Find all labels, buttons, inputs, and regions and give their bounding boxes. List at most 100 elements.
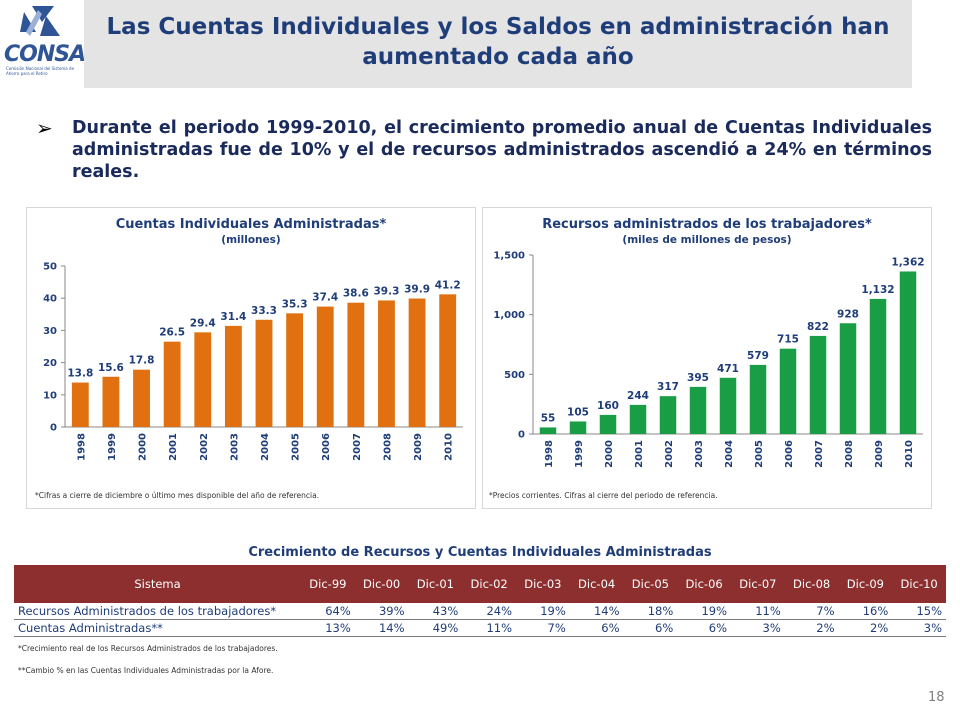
table-cell: 15% xyxy=(892,603,946,620)
column-header: Dic-03 xyxy=(516,565,570,603)
summary-bullet: Durante el periodo 1999-2010, el crecimi… xyxy=(72,118,932,182)
x-tick-label: 2009 xyxy=(874,440,885,468)
column-header: Dic-99 xyxy=(301,565,355,603)
table-cell: 18% xyxy=(623,603,678,620)
x-tick-label: 2007 xyxy=(814,440,825,468)
data-label: 17.8 xyxy=(129,355,155,367)
table-cell: 64% xyxy=(301,603,355,620)
x-tick-label: 2002 xyxy=(199,433,210,461)
data-label: 39.9 xyxy=(404,284,430,296)
bar-2002 xyxy=(659,396,677,434)
bar-2010 xyxy=(439,294,457,427)
table-cell: 7% xyxy=(784,603,839,620)
y-tick-label: 30 xyxy=(43,326,57,337)
table-cell: 24% xyxy=(462,603,516,620)
y-tick-label: 1,000 xyxy=(493,310,525,321)
data-label: 244 xyxy=(627,390,649,402)
table-note-1: *Crecimiento real de los Recursos Admini… xyxy=(18,644,278,653)
y-tick-label: 500 xyxy=(504,370,525,381)
data-label: 29.4 xyxy=(190,317,216,329)
data-label: 822 xyxy=(807,321,829,333)
table-cell: 39% xyxy=(354,603,409,620)
row-label: Recursos Administrados de los trabajador… xyxy=(14,603,301,620)
data-label: 928 xyxy=(837,308,859,320)
chart-note: *Precios corrientes. Cifras al cierre de… xyxy=(489,491,718,500)
table-cell: 2% xyxy=(838,619,893,637)
bar-2010 xyxy=(899,271,917,434)
table-row: Recursos Administrados de los trabajador… xyxy=(14,603,946,620)
bar-2007 xyxy=(809,335,827,434)
page-title-line2: aumentado cada año xyxy=(362,44,634,70)
bar-2006 xyxy=(316,306,334,427)
bullet-arrow-icon: ➢ xyxy=(36,116,53,140)
x-tick-label: 2004 xyxy=(260,433,271,461)
bar-2003 xyxy=(224,325,242,427)
bar-2009 xyxy=(408,298,426,427)
table-cell: 43% xyxy=(408,603,463,620)
table-note-2: **Cambio % en las Cuentas Individuales A… xyxy=(18,666,274,675)
data-label: 15.6 xyxy=(98,362,124,374)
bar-2001 xyxy=(163,341,181,427)
data-label: 39.3 xyxy=(374,285,400,297)
table-cell: 16% xyxy=(838,603,893,620)
table-cell: 3% xyxy=(892,619,946,637)
table-cell: 14% xyxy=(569,603,624,620)
data-label: 31.4 xyxy=(220,311,246,323)
x-tick-label: 1998 xyxy=(544,440,555,468)
column-header: Dic-02 xyxy=(462,565,516,603)
bar-1999 xyxy=(102,376,120,427)
y-tick-label: 10 xyxy=(43,390,57,401)
data-label: 35.3 xyxy=(282,298,308,310)
chart-subtitle: (millones) xyxy=(221,234,280,246)
data-label: 105 xyxy=(567,406,589,418)
table-cell: 11% xyxy=(731,603,785,620)
chart-cuentas: Cuentas Individuales Administradas* (mil… xyxy=(35,217,463,500)
chart-panel-recursos: Recursos administrados de los trabajador… xyxy=(482,207,932,509)
column-header: Dic-07 xyxy=(731,565,785,603)
y-tick-label: 0 xyxy=(50,423,57,434)
x-tick-label: 1999 xyxy=(574,440,585,468)
x-tick-label: 2000 xyxy=(604,440,615,468)
bar-2000 xyxy=(133,369,150,427)
column-header: Dic-09 xyxy=(838,565,893,603)
x-tick-label: 2010 xyxy=(444,433,455,461)
data-label: 13.8 xyxy=(67,368,93,380)
bar-2004 xyxy=(255,319,273,427)
table-header-row: Sistema Dic-99 Dic-00 Dic-01 Dic-02 Dic-03 Di… xyxy=(14,565,946,603)
bar-1998 xyxy=(71,382,89,427)
data-label: 41.2 xyxy=(435,279,461,291)
x-tick-label: 2009 xyxy=(413,433,424,461)
y-tick-label: 20 xyxy=(43,358,57,369)
table-cell: 7% xyxy=(516,619,570,637)
data-label: 317 xyxy=(657,381,679,393)
column-header: Dic-00 xyxy=(354,565,409,603)
header-sistema: Sistema xyxy=(14,565,301,603)
data-label: 160 xyxy=(597,400,619,412)
data-label: 33.3 xyxy=(251,305,277,317)
table-cell: 3% xyxy=(731,619,785,637)
data-label: 37.4 xyxy=(312,292,338,304)
page-title: Las Cuentas Individuales y los Saldos en… xyxy=(84,12,912,72)
bar-2004 xyxy=(719,377,737,434)
bar-2007 xyxy=(347,302,365,427)
chart-recursos: Recursos administrados de los trabajador… xyxy=(489,217,925,500)
table-cell: 6% xyxy=(677,619,731,637)
chart-subtitle: (miles de millones de pesos) xyxy=(622,234,791,246)
x-tick-label: 2002 xyxy=(664,440,675,468)
page-title-line1: Las Cuentas Individuales y los Saldos en… xyxy=(106,14,890,40)
x-tick-label: 2004 xyxy=(724,440,735,468)
x-tick-label: 2001 xyxy=(168,433,179,461)
bar-2005 xyxy=(286,313,304,427)
bar-2008 xyxy=(839,323,857,434)
bar-2003 xyxy=(689,386,707,434)
title-banner: Las Cuentas Individuales y los Saldos en… xyxy=(84,0,912,88)
x-tick-label: 2006 xyxy=(321,433,332,461)
y-tick-label: 1,500 xyxy=(493,251,525,262)
chart-title: Recursos administrados de los trabajador… xyxy=(542,217,872,232)
x-tick-label: 2000 xyxy=(138,433,149,461)
chart-note: *Cifras a cierre de diciembre o último m… xyxy=(35,491,319,500)
column-header: Dic-08 xyxy=(784,565,839,603)
page-number: 18 xyxy=(928,690,945,705)
x-tick-label: 1998 xyxy=(76,433,87,461)
data-label: 1,362 xyxy=(891,256,924,268)
